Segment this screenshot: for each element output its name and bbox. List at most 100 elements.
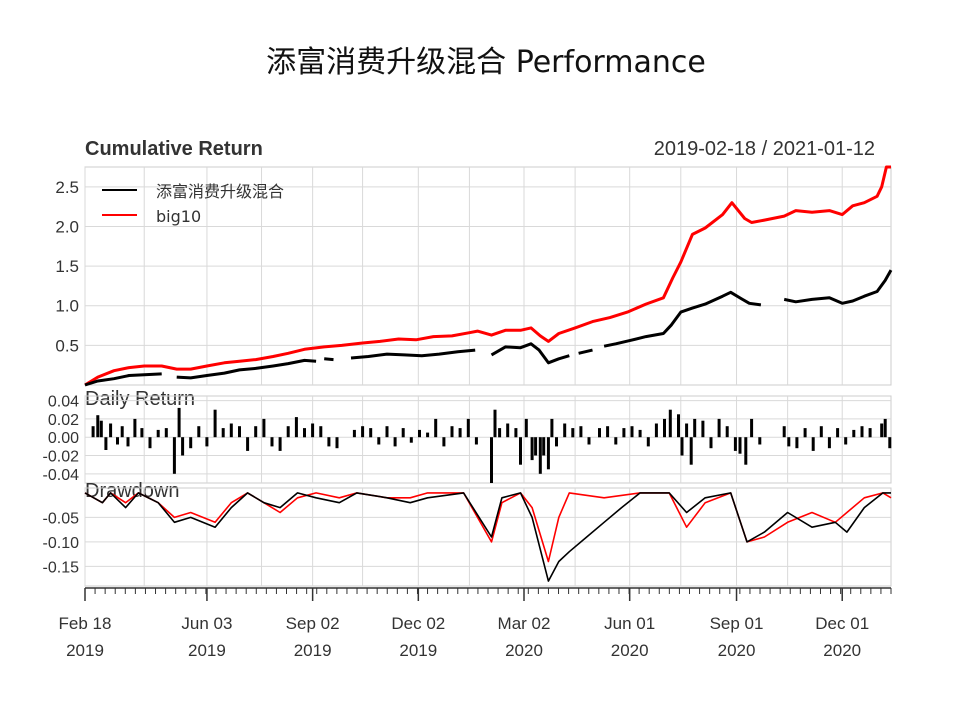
daily-bar-47 xyxy=(450,426,454,438)
series-line-1 xyxy=(490,342,570,365)
daily-bar-67 xyxy=(579,426,583,438)
daily-grid xyxy=(84,396,891,483)
daily-bar-63 xyxy=(550,418,554,438)
daily-bar-97 xyxy=(811,437,815,451)
daily-bar-79 xyxy=(677,414,680,438)
drawdown-lines xyxy=(84,492,892,582)
daily-bar-25 xyxy=(262,418,266,438)
series-line-1 xyxy=(603,290,762,348)
series-line-0 xyxy=(84,165,891,387)
daily-bar-39 xyxy=(385,426,389,438)
daily-bar-41 xyxy=(401,428,405,438)
daily-bar-33 xyxy=(327,437,331,447)
daily-bar-51 xyxy=(490,437,493,483)
daily-bar-100 xyxy=(836,428,840,438)
daily-bar-71 xyxy=(614,437,618,445)
daily-bar-59 xyxy=(534,437,538,456)
daily-bar-19 xyxy=(213,409,217,438)
daily-bar-18 xyxy=(205,437,209,447)
daily-bar-27 xyxy=(278,437,282,451)
daily-bar-64 xyxy=(555,437,558,447)
daily-bar-1 xyxy=(96,415,100,438)
daily-bar-42 xyxy=(409,437,413,443)
daily-bar-107 xyxy=(888,437,892,449)
daily-bar-6 xyxy=(120,426,124,438)
daily-bar-10 xyxy=(148,437,152,449)
cumulative-lines xyxy=(84,165,893,387)
series-line-1 xyxy=(578,348,593,355)
y-tick-label: -0.04 xyxy=(43,467,80,484)
daily-bar-11 xyxy=(156,429,160,438)
daily-bar-87 xyxy=(725,426,729,438)
cumulative-y-axis: 0.5 1.0 1.5 2.0 2.5 xyxy=(55,178,79,356)
daily-bar-21 xyxy=(229,423,233,438)
daily-bar-89 xyxy=(738,437,742,454)
daily-bar-95 xyxy=(795,437,799,449)
daily-bar-48 xyxy=(458,428,462,438)
daily-bar-29 xyxy=(294,417,298,438)
daily-bar-46 xyxy=(442,437,446,447)
series-line-1 xyxy=(84,492,891,582)
cumulative-panel-title: Cumulative Return xyxy=(85,138,263,160)
daily-bar-86 xyxy=(717,418,721,438)
series-line-1 xyxy=(350,348,476,360)
x-tick-year-7: 2020 xyxy=(823,641,861,660)
daily-bar-55 xyxy=(514,428,518,438)
x-tick-label-1: Jun 03 xyxy=(181,614,232,633)
daily-bar-8 xyxy=(133,418,137,438)
daily-bar-12 xyxy=(164,428,168,438)
daily-bar-93 xyxy=(782,426,786,438)
daily-bar-73 xyxy=(630,426,634,438)
daily-bar-61 xyxy=(542,437,546,456)
x-tick-label-7: Dec 01 xyxy=(815,614,869,633)
x-tick-label-4: Mar 02 xyxy=(498,614,551,633)
daily-bar-30 xyxy=(303,428,306,438)
daily-bar-52 xyxy=(493,409,497,438)
daily-bar-15 xyxy=(181,437,185,456)
daily-bar-7 xyxy=(126,437,130,447)
daily-bar-74 xyxy=(638,429,642,438)
daily-bar-77 xyxy=(663,418,666,438)
daily-bar-34 xyxy=(335,437,339,449)
x-tick-year-5: 2020 xyxy=(611,641,649,660)
daily-bar-32 xyxy=(319,426,323,438)
daily-bar-14 xyxy=(177,407,181,438)
y-tick-label: 0.02 xyxy=(48,412,79,429)
daily-bar-26 xyxy=(270,437,274,447)
daily-bar-36 xyxy=(361,426,365,438)
daily-bar-49 xyxy=(466,418,470,438)
daily-bar-85 xyxy=(709,437,713,449)
daily-bar-60 xyxy=(538,437,542,474)
y-tick-label: 2.0 xyxy=(55,217,79,236)
daily-bar-4 xyxy=(109,423,113,438)
x-tick-label-2: Sep 02 xyxy=(286,614,340,633)
daily-bar-72 xyxy=(622,428,626,438)
daily-bar-23 xyxy=(246,437,250,451)
daily-bar-92 xyxy=(758,437,762,445)
y-tick-label: -0.02 xyxy=(43,449,80,466)
daily-bar-76 xyxy=(654,423,658,438)
daily-bar-88 xyxy=(733,437,737,451)
daily-bar-40 xyxy=(393,437,397,447)
daily-panel-title: Daily Return xyxy=(85,388,195,410)
x-tick-year-2: 2019 xyxy=(294,641,332,660)
x-tick-year-1: 2019 xyxy=(188,641,226,660)
chart-main-title: 添富消费升级混合 Performance xyxy=(266,45,706,80)
y-tick-label: 0.00 xyxy=(48,430,79,447)
daily-bar-102 xyxy=(852,429,856,438)
daily-bar-17 xyxy=(197,426,201,438)
daily-bars xyxy=(91,407,892,483)
y-tick-label: -0.15 xyxy=(43,559,80,576)
daily-bar-45 xyxy=(434,418,438,438)
daily-bar-70 xyxy=(606,426,610,438)
daily-bar-99 xyxy=(827,437,831,449)
daily-bar-91 xyxy=(750,418,754,438)
daily-bar-98 xyxy=(819,426,823,438)
daily-bar-24 xyxy=(254,426,258,438)
daily-bar-69 xyxy=(598,428,601,438)
daily-bar-28 xyxy=(286,426,290,438)
x-tick-year-6: 2020 xyxy=(718,641,756,660)
daily-bar-38 xyxy=(377,437,381,445)
daily-bar-57 xyxy=(524,418,528,438)
